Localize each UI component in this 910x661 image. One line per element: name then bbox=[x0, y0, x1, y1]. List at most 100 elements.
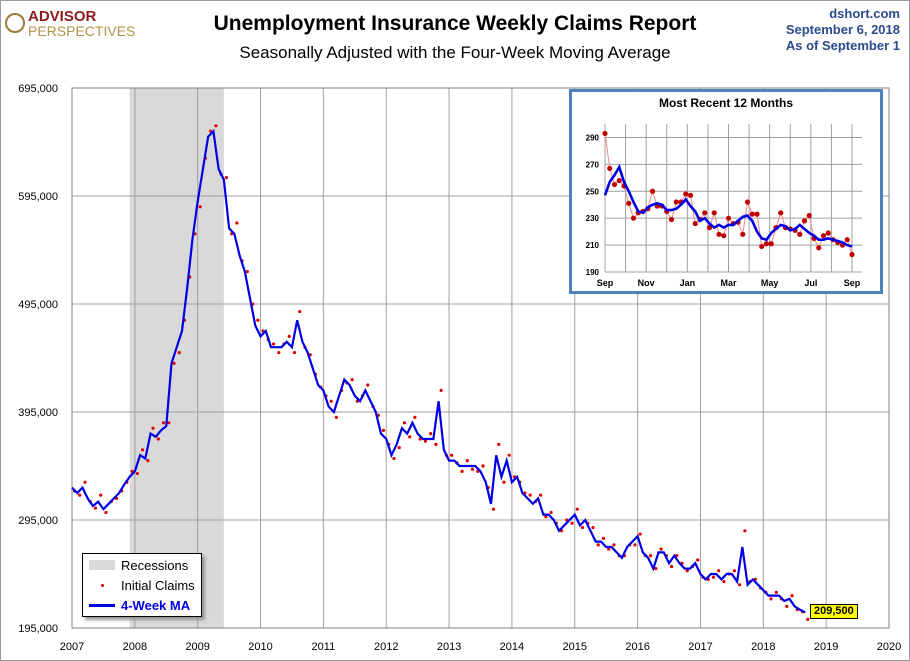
x-tick-label: 2020 bbox=[877, 641, 901, 653]
y-tick-label: 695,000 bbox=[18, 83, 58, 95]
claims-point bbox=[806, 212, 812, 219]
x-tick-label: 2009 bbox=[185, 641, 209, 653]
claims-point bbox=[743, 529, 747, 533]
claims-point bbox=[329, 399, 333, 403]
claims-point bbox=[271, 342, 276, 346]
recession-band bbox=[129, 88, 224, 628]
claims-point bbox=[844, 237, 850, 243]
claims-point bbox=[696, 558, 700, 562]
x-tick-label: Jan bbox=[680, 278, 696, 288]
claims-point bbox=[502, 480, 506, 484]
claims-point bbox=[224, 176, 228, 180]
x-tick-label: 2017 bbox=[688, 641, 712, 653]
x-tick-label: Sep bbox=[597, 278, 614, 288]
y-tick-label: 495,000 bbox=[18, 299, 58, 311]
claims-point bbox=[768, 241, 774, 247]
claims-point bbox=[721, 233, 727, 239]
inset-chart: Most Recent 12 Months 190 210 230 250 270 290… bbox=[569, 89, 883, 294]
claims-point bbox=[235, 221, 239, 225]
plot-border bbox=[71, 87, 890, 629]
claims-point bbox=[607, 165, 613, 171]
claims-point bbox=[449, 453, 454, 457]
claims-point bbox=[825, 230, 831, 236]
claims-point bbox=[630, 215, 637, 221]
claims-point bbox=[161, 421, 166, 425]
claims-point bbox=[366, 383, 370, 387]
claims-point bbox=[692, 220, 698, 227]
x-tick-label: 2007 bbox=[60, 641, 84, 653]
as-of-date: As of September 1 bbox=[785, 38, 900, 53]
claims-point bbox=[350, 378, 354, 382]
claims-point bbox=[177, 351, 181, 355]
claims-point bbox=[616, 177, 622, 184]
claims-point bbox=[381, 428, 386, 432]
claims-point bbox=[140, 448, 145, 452]
claims-point bbox=[602, 130, 608, 137]
claims-point bbox=[626, 200, 632, 206]
x-tick-label: 2012 bbox=[374, 641, 398, 653]
claims-point bbox=[423, 439, 428, 443]
claims-point bbox=[481, 464, 485, 468]
y-tick-label: 270 bbox=[586, 160, 600, 169]
claims-point bbox=[392, 456, 396, 461]
claims-point bbox=[429, 432, 433, 436]
claims-point bbox=[806, 617, 810, 621]
chart-title: Unemployment Insurance Weekly Claims Rep… bbox=[213, 12, 697, 35]
claims-point bbox=[612, 543, 616, 547]
legend-claims: Initial Claims bbox=[89, 576, 195, 594]
claims-point bbox=[849, 251, 855, 258]
claims-point bbox=[99, 493, 103, 497]
y-tick-label: 595,000 bbox=[18, 191, 58, 203]
claims-point bbox=[725, 215, 732, 221]
compass-icon bbox=[5, 13, 25, 33]
claims-point bbox=[649, 188, 656, 194]
claims-point bbox=[570, 521, 574, 525]
claims-point bbox=[214, 124, 218, 128]
claims-point bbox=[769, 597, 773, 601]
claims-point bbox=[685, 569, 689, 573]
claims-point bbox=[298, 309, 302, 314]
ma-swatch bbox=[89, 603, 115, 607]
claims-point bbox=[287, 334, 291, 338]
y-tick-label: 210 bbox=[586, 241, 600, 250]
claims-point bbox=[659, 547, 663, 551]
x-tick-label: Jul bbox=[804, 278, 817, 288]
claims-point bbox=[763, 241, 770, 247]
legend-recessions: Recessions bbox=[89, 556, 188, 574]
claims-point bbox=[754, 211, 760, 217]
claims-point bbox=[611, 181, 618, 188]
claims-point bbox=[601, 536, 606, 540]
claims-point bbox=[820, 233, 827, 239]
claims-point bbox=[397, 446, 401, 450]
x-tick-label: Nov bbox=[638, 278, 655, 288]
claims-point bbox=[465, 459, 469, 463]
claims-point bbox=[702, 210, 708, 216]
claims-point bbox=[135, 471, 139, 476]
claims-point bbox=[93, 506, 98, 510]
claims-point bbox=[774, 590, 778, 594]
claims-point bbox=[591, 525, 595, 530]
claims-point bbox=[638, 532, 642, 536]
claims-point bbox=[245, 270, 249, 274]
claims-point bbox=[722, 579, 726, 584]
claims-point bbox=[151, 426, 155, 430]
claims-point bbox=[596, 543, 600, 547]
inset-plot: 190 210 230 250 270 290 Sep Nov Jan Mar May Jul Sep bbox=[586, 124, 862, 288]
y-tick-label: 395,000 bbox=[18, 407, 58, 419]
claims-point bbox=[790, 594, 794, 598]
logo-line1: ADVISOR bbox=[28, 8, 97, 25]
claims-point bbox=[683, 191, 689, 197]
site: dshort.com bbox=[829, 6, 900, 21]
x-tick-label: May bbox=[761, 278, 779, 288]
y-tick-label: 250 bbox=[586, 187, 600, 196]
claims-point bbox=[816, 245, 822, 251]
claims-point bbox=[460, 469, 464, 473]
x-tick-label: 2016 bbox=[625, 641, 649, 653]
claims-swatch bbox=[89, 581, 115, 589]
x-tick-label: 2010 bbox=[248, 641, 272, 653]
claims-point bbox=[716, 231, 722, 237]
claims-point bbox=[167, 421, 171, 425]
claims-point bbox=[146, 459, 150, 463]
inset-title: Most Recent 12 Months bbox=[658, 96, 793, 110]
claims-point bbox=[334, 415, 338, 419]
